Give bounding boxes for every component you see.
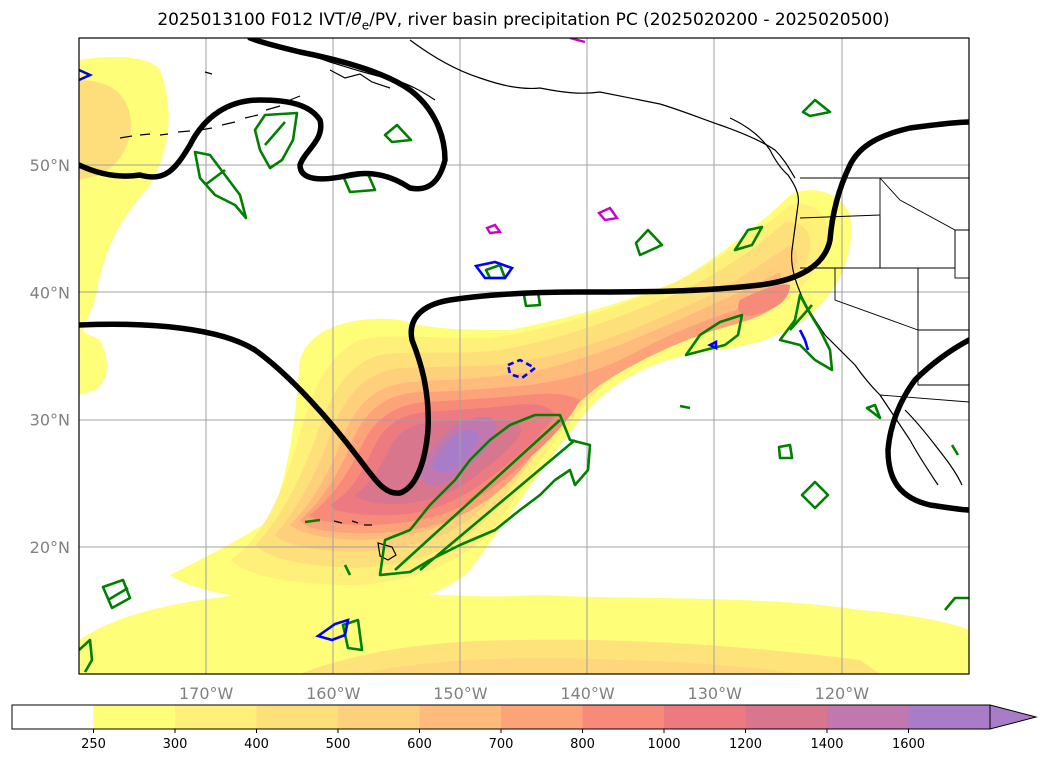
blue-contour-sw [315, 618, 350, 642]
magenta-contour-3 [569, 38, 586, 44]
theta-e-contour-s1 [341, 618, 364, 652]
lat-tick-label: 20°N [30, 538, 70, 557]
colorbar-tick-label: 250 [81, 737, 106, 752]
political-borders [799, 177, 969, 403]
lon-tick-label: 130°W [688, 684, 743, 703]
latitude-labels: 20°N 30°N 40°N 50°N [30, 156, 70, 557]
title-suffix: /PV, river basin precipitation PC (20250… [369, 10, 890, 30]
theta-e-contour-e5 [777, 443, 794, 460]
blue-contour-e1 [707, 339, 718, 351]
colorbar-tick-label: 1600 [892, 737, 925, 752]
longitude-labels: 170°W 160°W 150°W 140°W 130°W 120°W [179, 684, 869, 703]
theta-e-contour-baja [865, 403, 882, 420]
colorbar-tick-label: 500 [326, 737, 351, 752]
colorbar-extend-arrow [989, 704, 1038, 730]
theta-e-contour-e4 [800, 480, 830, 510]
magenta-contour-1 [597, 206, 620, 222]
state-box-wy [954, 229, 969, 279]
colorbar-segment [93, 705, 176, 729]
theta-e-contour-e1 [634, 228, 664, 257]
plot-title: 2025013100 F012 IVT/θe/PV, river basin p… [0, 10, 1047, 32]
ivt-southern-band-mid [360, 658, 800, 674]
magenta-contours [485, 38, 620, 235]
aleutians [119, 71, 301, 139]
colorbar-tick-label: 400 [244, 737, 269, 752]
baja-coast [879, 394, 963, 486]
ivt-west-edge [79, 330, 107, 395]
theta-subscript: e [361, 18, 370, 33]
theta-e-contour-ne2 [383, 123, 413, 144]
lon-tick-label: 140°W [560, 684, 615, 703]
state-border-ut [917, 268, 969, 331]
lat-tick-label: 40°N [30, 283, 70, 302]
colorbar-segment [501, 705, 583, 729]
blue-contour-e2 [798, 329, 810, 351]
pv-contours [79, 38, 969, 513]
theta-e-contour-bc [801, 98, 832, 118]
blue-contour-n [473, 260, 515, 280]
pv-contour-north [79, 38, 448, 192]
colorbar-tick-label: 1400 [810, 737, 843, 752]
state-border-wa-or [799, 214, 881, 219]
lon-tick-label: 160°W [306, 684, 361, 703]
ivt-plume-1600 [432, 430, 478, 473]
colorbar-tick-label: 300 [163, 737, 188, 752]
theta-e-contour-sw [101, 578, 132, 610]
theta-e-contour-small3 [304, 404, 960, 576]
colorbar-segment [419, 705, 502, 729]
theta-e-contour-coast [778, 293, 834, 372]
title-prefix: 2025013100 F012 IVT/ [157, 10, 352, 30]
colorbar-segment [827, 705, 909, 729]
blue-contour-nw [79, 68, 94, 82]
blue-contour-mid [506, 358, 538, 380]
colorbar-segment [664, 705, 746, 729]
colorbar-segment [338, 705, 420, 729]
colorbar: 250 300 400 500 600 700 800 1000 1200 1400 1600 [11, 704, 1038, 752]
ivt-northwest-band-mid [79, 80, 131, 180]
colorbar-segment [175, 705, 257, 729]
colorbar-tick-label: 1000 [647, 737, 680, 752]
negative-contours [79, 68, 810, 642]
colorbar-tick-label: 800 [570, 737, 595, 752]
pv-contour-east [885, 337, 969, 513]
theta-e-contour-e3 [684, 313, 744, 357]
theta-e-contour-e2 [733, 225, 764, 252]
colorbar-tick-label: 600 [407, 737, 432, 752]
theta-e-contour-main [378, 413, 592, 577]
lon-tick-label: 120°W [815, 684, 870, 703]
theta-e-contour-nw1 [193, 150, 248, 220]
colorbar-segment [745, 705, 828, 729]
pv-contour-trough [79, 119, 969, 496]
colorbar-tick-label: 700 [489, 737, 514, 752]
lon-tick-label: 170°W [179, 684, 234, 703]
magenta-contour-2 [485, 223, 503, 235]
lat-tick-label: 30°N [30, 411, 70, 430]
theta-e-contour-se [944, 596, 969, 611]
colorbar-segment [12, 705, 94, 729]
colorbar-segment [256, 705, 339, 729]
colorbar-segment [582, 705, 665, 729]
lat-tick-label: 50°N [30, 156, 70, 175]
state-border-az [917, 330, 969, 386]
map-frame [78, 37, 970, 675]
colorbar-tick-label: 1200 [729, 737, 762, 752]
theta-e-contour-s2 [79, 638, 94, 673]
theta-e-contour-nw2 [253, 111, 299, 170]
hawaii-islands [333, 520, 397, 561]
map-layers [79, 38, 969, 674]
theta-symbol: θ [351, 10, 362, 30]
colorbar-segment [908, 705, 991, 729]
us-mexico-border [879, 394, 969, 403]
bc-coast [729, 117, 800, 206]
lon-tick-label: 150°W [433, 684, 488, 703]
